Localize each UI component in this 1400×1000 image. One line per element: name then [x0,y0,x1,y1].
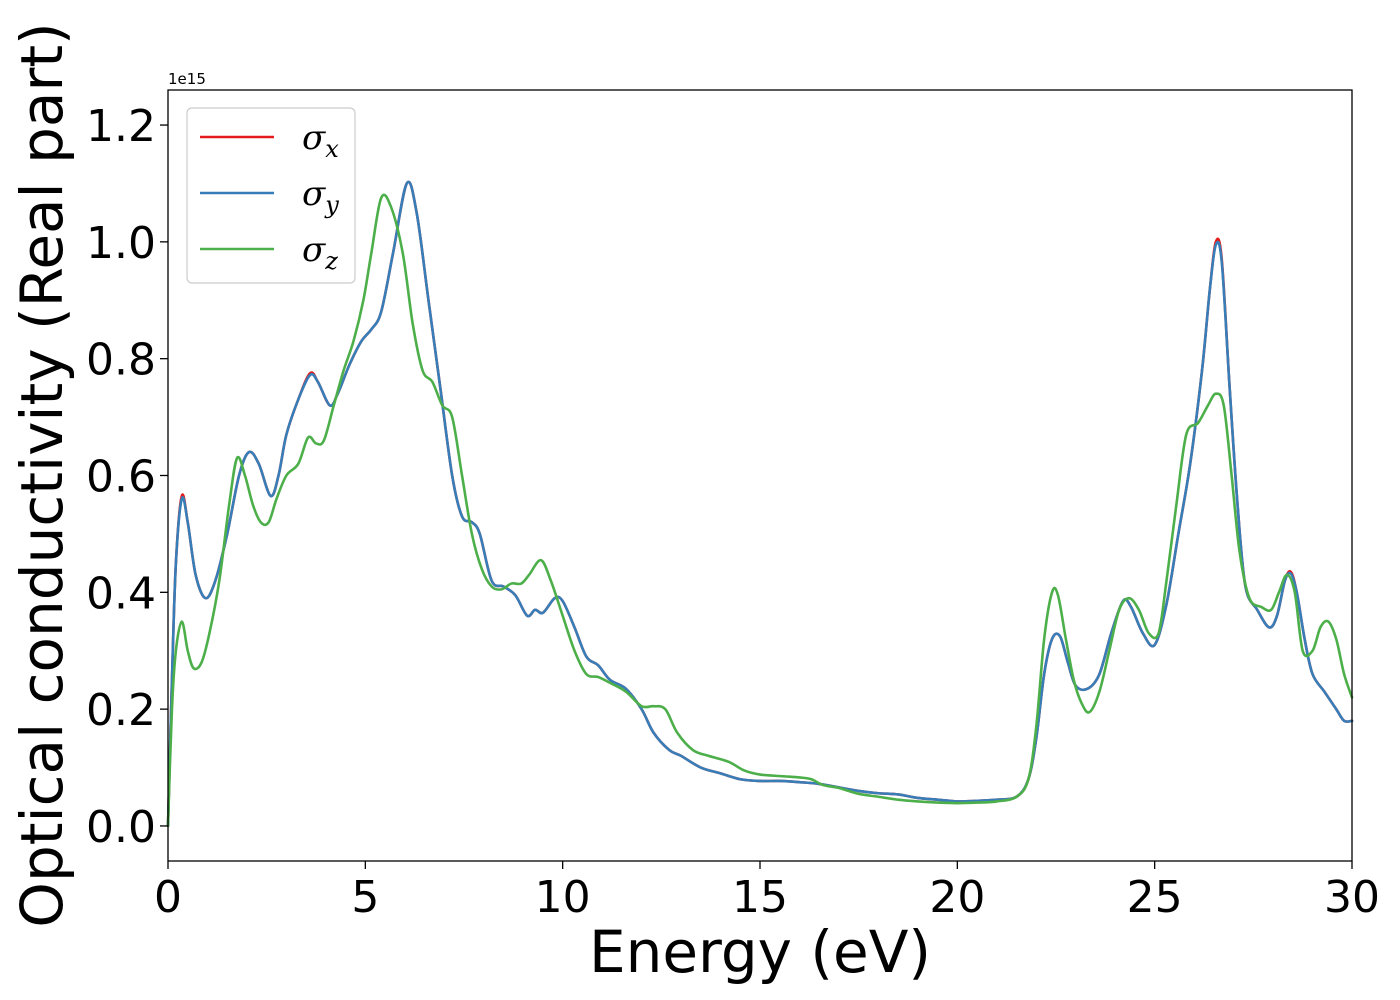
series-line-z [166,193,1354,828]
y-tick-label: 0.2 [86,685,156,736]
y-axis: 0.0 0.2 0.4 0.6 0.8 1.0 1.2 [86,101,168,853]
plot-background [168,90,1352,861]
x-tick-label: 0 [154,872,182,923]
x-tick-label: 5 [351,872,379,923]
legend-box [186,107,356,284]
y-tick-label: 0.0 [86,802,156,853]
y-axis-label: Optical conductivity (Real part) [8,22,76,927]
y-tick-label: 1.2 [86,101,156,152]
series-layer [166,180,1354,828]
y-tick-label: 0.4 [86,568,156,619]
x-tick-label: 10 [535,872,591,923]
series-line-y [166,180,1354,828]
y-tick-label: 1.0 [86,218,156,269]
x-tick-label: 30 [1324,872,1380,923]
y-tick-label: 0.6 [86,452,156,503]
x-tick-label: 20 [929,872,985,923]
x-tick-label: 25 [1127,872,1183,923]
y-tick-label: 0.8 [86,335,156,386]
x-axis: 0 5 10 15 20 25 30 [154,861,1380,923]
y-offset-text: 1e15 [168,70,206,88]
x-axis-label: Energy (eV) [589,918,931,986]
x-tick-label: 15 [732,872,788,923]
